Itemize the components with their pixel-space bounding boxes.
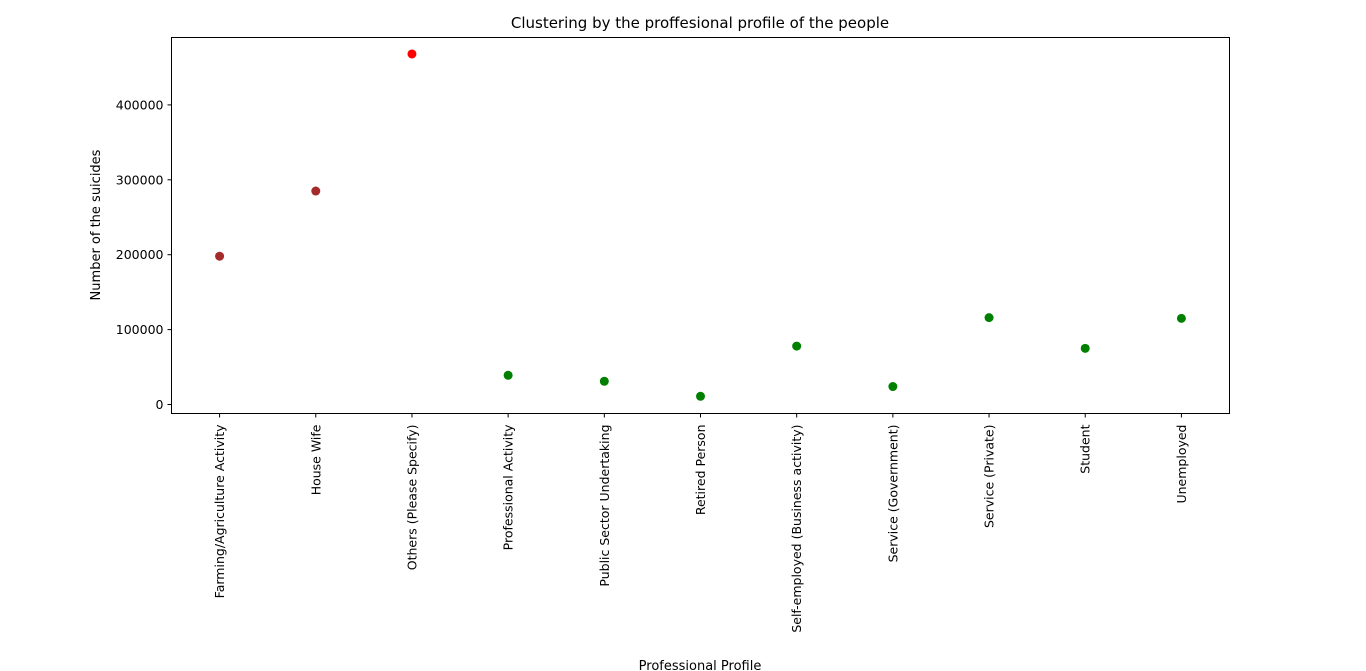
y-axis: 0 100000 200000 300000 400000 (116, 97, 172, 412)
y-tick-label: 400000 (116, 97, 164, 112)
x-tick-label: Unemployed (1174, 425, 1189, 504)
x-tick-label: Retired Person (693, 425, 708, 516)
data-point (311, 186, 321, 196)
data-point (215, 251, 225, 261)
y-axis-label: Number of the suicides (89, 149, 104, 300)
y-tick-label: 100000 (116, 322, 164, 337)
plot-frame (171, 37, 1230, 414)
x-tick-label: House Wife (308, 424, 323, 495)
data-point (792, 341, 802, 351)
y-tick-label: 300000 (116, 172, 164, 187)
data-point (696, 391, 705, 401)
data-point (599, 376, 609, 386)
x-axis-label: Professional Profile (639, 659, 762, 671)
y-tick-label: 0 (156, 397, 164, 412)
x-axis: Farming/Agriculture Activity House Wife Ot… (212, 413, 1189, 633)
x-tick-label: Student (1078, 424, 1093, 473)
x-tick-label: Professional Activity (501, 424, 516, 550)
data-point (1080, 343, 1090, 353)
data-point (1176, 313, 1186, 323)
x-tick-label: Others (Please Specify) (404, 425, 419, 571)
x-tick-label: Self-employed (Business activity) (789, 425, 804, 633)
chart-title: Clustering by the proffesional profile o… (511, 14, 889, 32)
data-point (984, 313, 994, 323)
data-point (503, 370, 513, 380)
data-points (215, 49, 1186, 401)
data-point (888, 382, 898, 392)
y-tick-label: 200000 (116, 247, 164, 262)
x-tick-label: Service (Government) (885, 425, 900, 563)
x-tick-label: Service (Private) (982, 425, 997, 529)
x-tick-label: Public Sector Undertaking (597, 425, 612, 587)
x-tick-label: Farming/Agriculture Activity (212, 424, 227, 598)
data-point (407, 49, 417, 59)
